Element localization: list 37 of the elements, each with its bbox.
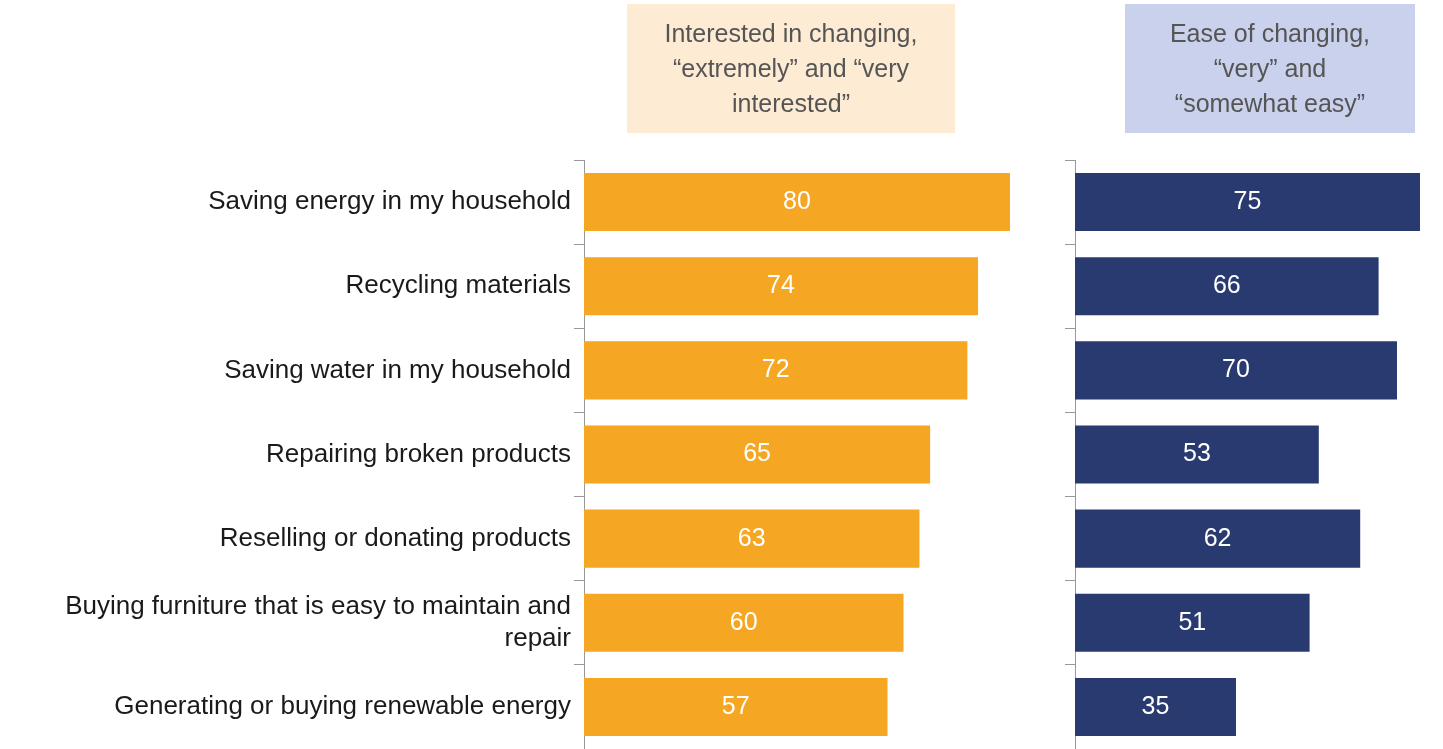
data-label: 60: [729, 606, 758, 635]
data-label: 74: [767, 270, 796, 299]
data-label: 57: [721, 690, 750, 719]
y-tick-label: Saving energy in my household: [208, 185, 571, 216]
data-label: 80: [783, 185, 811, 214]
bar: [584, 509, 920, 568]
y-tick-label: Recycling materials: [345, 269, 571, 300]
y-tick-label: Repairing broken products: [266, 437, 571, 468]
data-label: 63: [737, 522, 766, 551]
data-label: 53: [1182, 438, 1211, 467]
bar: [584, 173, 1010, 232]
data-label: 75: [1233, 185, 1262, 214]
bar: [584, 341, 968, 400]
data-label: 66: [1212, 270, 1241, 299]
bar: [1075, 593, 1310, 652]
bar: [1075, 173, 1420, 232]
data-label: 72: [761, 354, 790, 383]
chart-title: Interested in changing, “extremely” and “very interested”: [627, 4, 955, 133]
bar: [1075, 257, 1379, 316]
bar: [1075, 425, 1319, 484]
bar: [584, 257, 979, 316]
chart-title: Ease of changing, “very” and “somewhat easy”: [1125, 4, 1415, 133]
bar: [584, 677, 888, 736]
bar: [1075, 509, 1361, 568]
data-label: 70: [1222, 354, 1250, 383]
bar: [1075, 677, 1236, 736]
bar: [1075, 341, 1397, 400]
y-tick-label: Generating or buying renewable energy: [114, 690, 571, 721]
y-tick-label: Buying furniture that is easy to maintain and repair: [65, 590, 572, 652]
y-tick-label: Reselling or donating products: [219, 521, 571, 552]
data-label: 51: [1178, 606, 1207, 635]
bar: [584, 425, 931, 484]
bar: [584, 593, 904, 652]
data-label: 65: [743, 438, 771, 467]
y-tick-label: Saving water in my household: [224, 353, 571, 384]
data-label: 35: [1141, 690, 1170, 719]
data-label: 62: [1203, 522, 1232, 551]
